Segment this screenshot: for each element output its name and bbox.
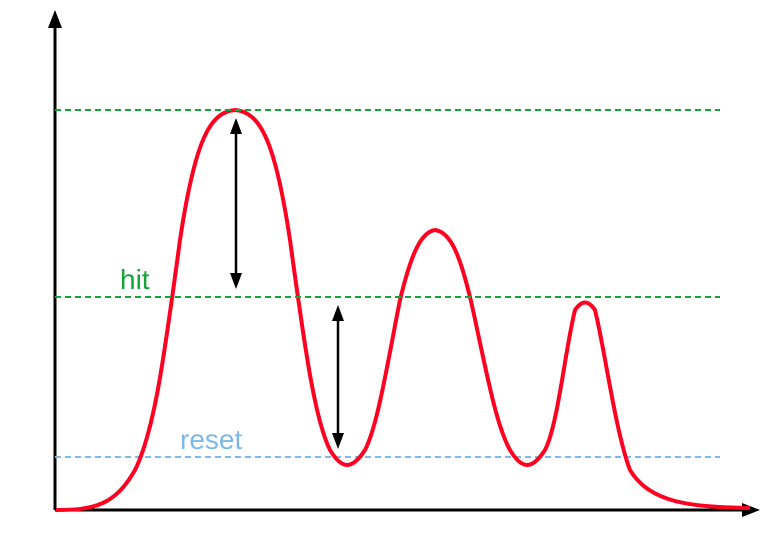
threshold-diagram: hit reset xyxy=(0,0,773,555)
amplitude-arrow-2 xyxy=(332,305,344,449)
amplitude-arrow-1 xyxy=(230,118,242,289)
signal-curve xyxy=(56,110,750,510)
hit-label: hit xyxy=(120,264,150,295)
reset-label: reset xyxy=(180,424,242,455)
diagram-svg: hit reset xyxy=(0,0,773,555)
y-axis-arrowhead xyxy=(48,10,62,28)
x-axis-arrowhead xyxy=(742,503,760,517)
